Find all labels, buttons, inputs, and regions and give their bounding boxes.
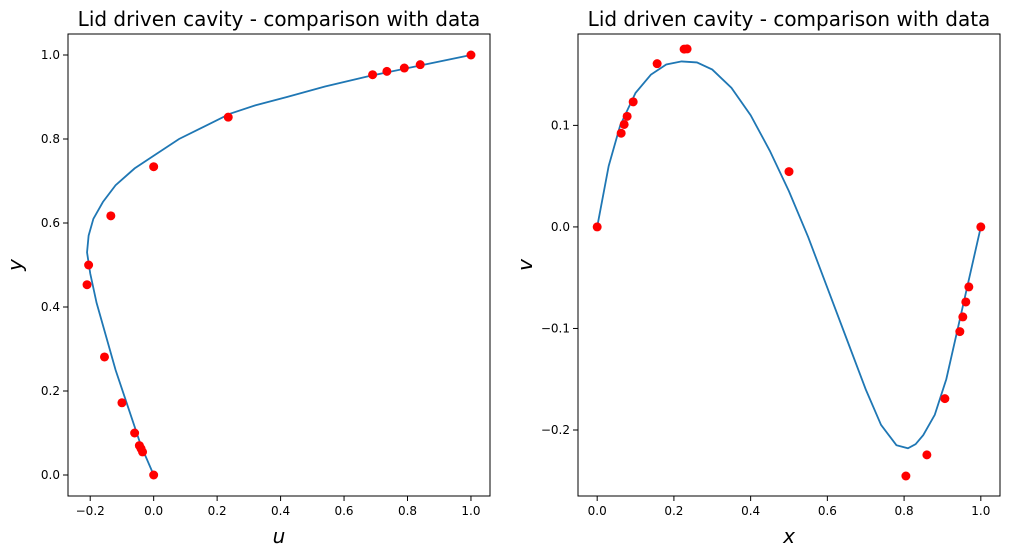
y-tick-label: 0.2: [41, 384, 60, 398]
chart-title: Lid driven cavity - comparison with data: [78, 7, 481, 31]
data-point: [415, 60, 425, 70]
data-point: [399, 63, 409, 73]
x-tick-label: 1.0: [971, 504, 990, 518]
x-tick-label: −0.2: [76, 504, 105, 518]
x-tick-label: 0.2: [208, 504, 227, 518]
data-point: [84, 260, 94, 270]
y-axis-label: v: [513, 258, 537, 271]
plot-frame: [67, 33, 491, 497]
data-point: [784, 167, 794, 177]
x-tick-label: 0.8: [398, 504, 417, 518]
y-tick-label: −0.2: [541, 423, 570, 437]
series-line: [86, 54, 472, 476]
y-tick-label: 0.8: [41, 132, 60, 146]
data-point: [628, 97, 638, 107]
plot-u-vs-y: −0.2 0.0 0.2 0.4 0.6 0.8 1.0 0.0 0.2 0.4 0.6 0.8 1.0…: [3, 7, 491, 548]
x-tick-label: 0.6: [818, 504, 837, 518]
data-point: [149, 162, 159, 172]
plot-v-vs-x: 0.0 0.2 0.4 0.6 0.8 1.0 −0.2 −0.1 0.0 0.1 Lid driv…: [513, 7, 1001, 548]
data-point: [106, 211, 116, 221]
x-tick-label: 0.0: [144, 504, 163, 518]
data-point: [130, 428, 140, 438]
data-point: [961, 297, 971, 307]
data-point: [955, 327, 965, 337]
data-point: [901, 471, 911, 481]
data-point: [82, 280, 92, 290]
data-point: [99, 352, 109, 362]
data-point: [616, 128, 626, 138]
x-tick-label: 1.0: [461, 504, 480, 518]
y-tick-label: 0.6: [41, 216, 60, 230]
data-point: [940, 394, 950, 404]
x-tick-label: 0.6: [334, 504, 353, 518]
y-tick-label: 1.0: [41, 48, 60, 62]
x-tick-label: 0.4: [271, 504, 290, 518]
y-axis-label: y: [3, 258, 27, 272]
x-tick-label: 0.4: [741, 504, 760, 518]
data-point: [622, 111, 632, 121]
data-point: [976, 222, 986, 232]
data-point: [682, 44, 692, 54]
series-line: [596, 60, 982, 450]
x-tick-label: 0.0: [588, 504, 607, 518]
x-tick-label: 0.8: [895, 504, 914, 518]
x-axis-label: u: [273, 524, 286, 548]
data-point: [149, 470, 159, 480]
data-point: [652, 59, 662, 69]
data-point: [117, 398, 127, 408]
y-tick-label: 0.4: [41, 300, 60, 314]
plot-frame: [577, 33, 1001, 497]
data-point: [619, 119, 629, 129]
data-point: [922, 450, 932, 460]
data-point: [223, 112, 233, 122]
data-point: [958, 312, 968, 322]
x-tick-label: 0.2: [664, 504, 683, 518]
y-tick-label: −0.1: [541, 321, 570, 335]
y-tick-label: 0.0: [551, 220, 570, 234]
x-axis-label: x: [782, 524, 795, 548]
data-point: [964, 282, 974, 292]
y-tick-label: 0.0: [41, 468, 60, 482]
y-tick-label: 0.1: [551, 118, 570, 132]
chart-title: Lid driven cavity - comparison with data: [588, 7, 991, 31]
data-point: [466, 50, 476, 60]
data-point: [592, 222, 602, 232]
data-point: [382, 66, 392, 76]
data-point: [134, 441, 144, 451]
data-point: [368, 70, 378, 80]
